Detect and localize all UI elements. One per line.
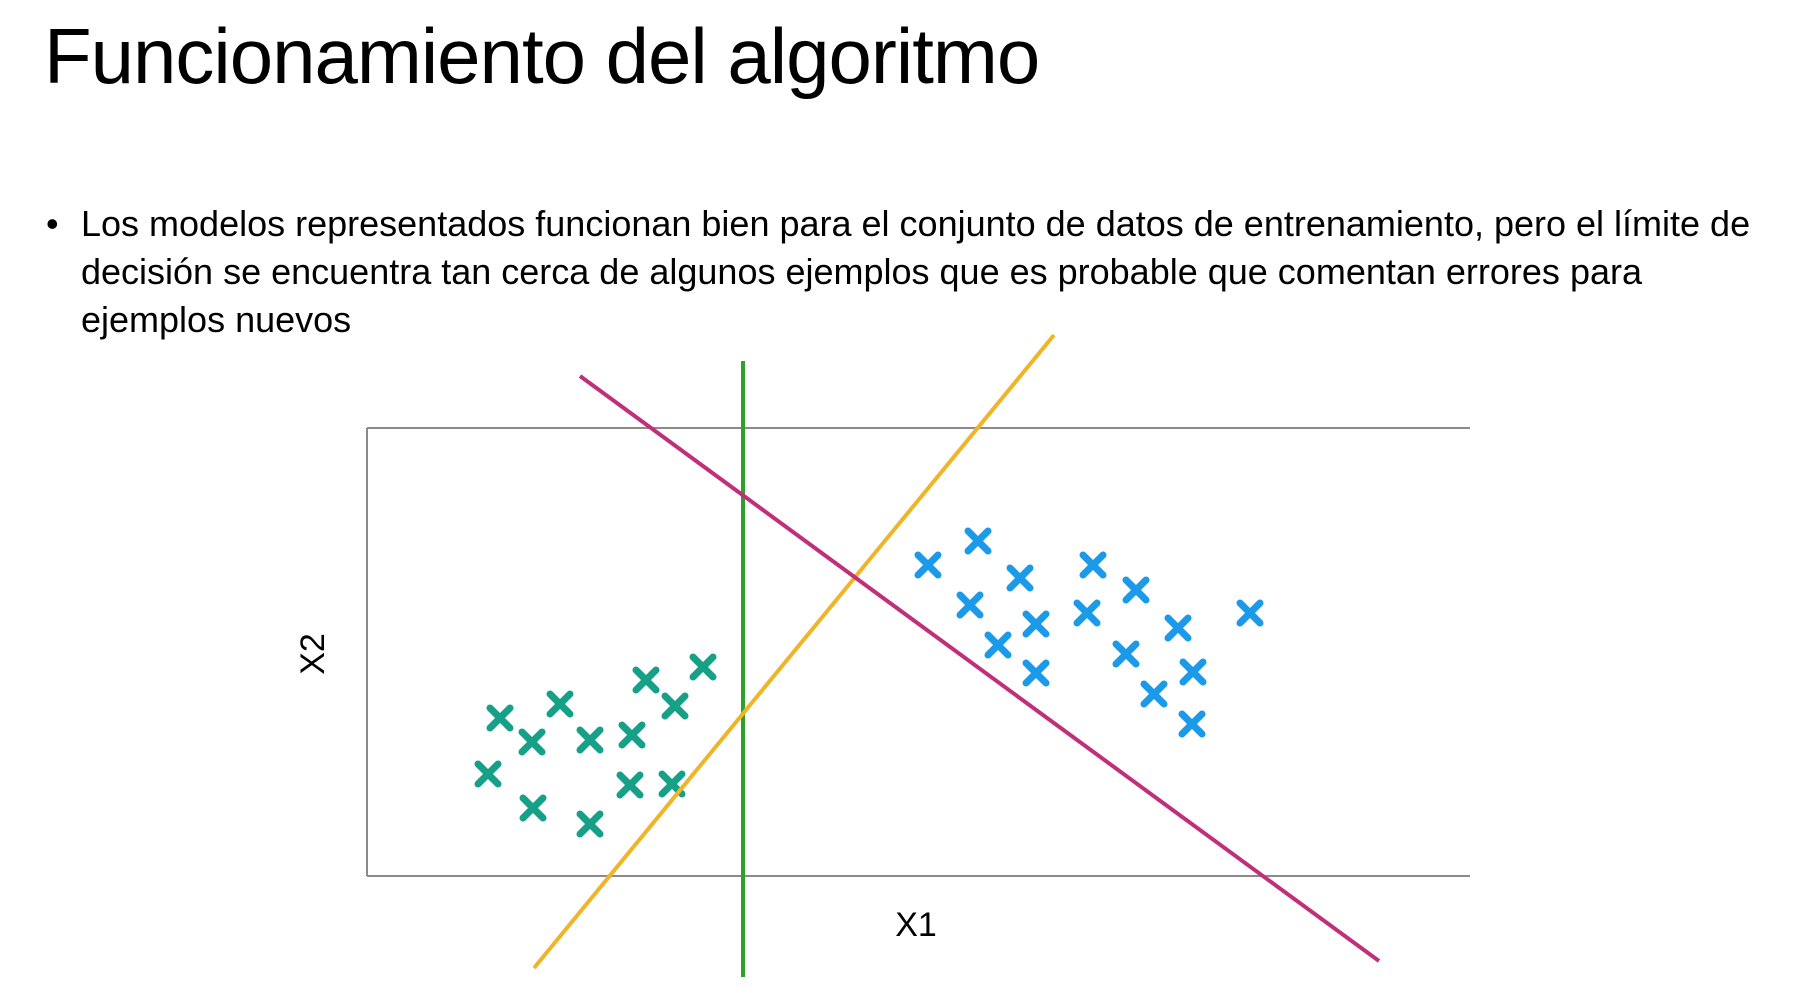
y-axis-label: X2 <box>294 633 332 675</box>
class-a-x-icon <box>661 692 689 720</box>
class-a-x-icon <box>616 771 644 799</box>
bullet-item: • Los modelos representados funcionan bi… <box>44 200 1774 344</box>
class-b-x-icon <box>1022 659 1050 687</box>
class-a-x-icon <box>576 726 604 754</box>
class-b-x-icon <box>1006 564 1034 592</box>
class-a-x-icon <box>618 721 646 749</box>
class-a-markers <box>474 653 717 838</box>
class-b-x-icon <box>956 591 984 619</box>
class-b-x-icon <box>1236 599 1264 627</box>
bullet-dot-icon: • <box>46 203 59 244</box>
decision-boundary-magenta <box>578 374 1381 963</box>
class-b-x-icon <box>1178 710 1206 738</box>
class-a-x-icon <box>546 690 574 718</box>
class-b-x-icon <box>1164 614 1192 642</box>
class-a-x-icon <box>519 794 547 822</box>
class-b-x-icon <box>1140 680 1168 708</box>
class-b-x-icon <box>1022 610 1050 638</box>
plot-frame <box>366 427 1470 877</box>
class-a-x-icon <box>689 653 717 681</box>
class-a-x-icon <box>576 810 604 838</box>
class-b-markers <box>914 527 1264 738</box>
class-b-x-icon <box>1122 576 1150 604</box>
bullet-text: Los modelos representados funcionan bien… <box>81 203 1751 340</box>
class-b-x-icon <box>964 527 992 555</box>
decision-boundary-orange <box>532 333 1056 970</box>
class-b-x-icon <box>1079 551 1107 579</box>
class-a-x-icon <box>486 704 514 732</box>
class-a-x-icon <box>518 728 546 756</box>
class-a-x-icon <box>632 666 660 694</box>
slide-title: Funcionamiento del algoritmo <box>44 12 1040 100</box>
class-a-x-icon <box>474 760 502 788</box>
class-b-x-icon <box>914 551 942 579</box>
class-b-x-icon <box>1179 658 1207 686</box>
bullet-list: • Los modelos representados funcionan bi… <box>44 200 1774 344</box>
x-axis-label: X1 <box>895 906 937 944</box>
class-b-x-icon <box>984 631 1012 659</box>
class-b-x-icon <box>1073 599 1101 627</box>
class-b-x-icon <box>1112 640 1140 668</box>
